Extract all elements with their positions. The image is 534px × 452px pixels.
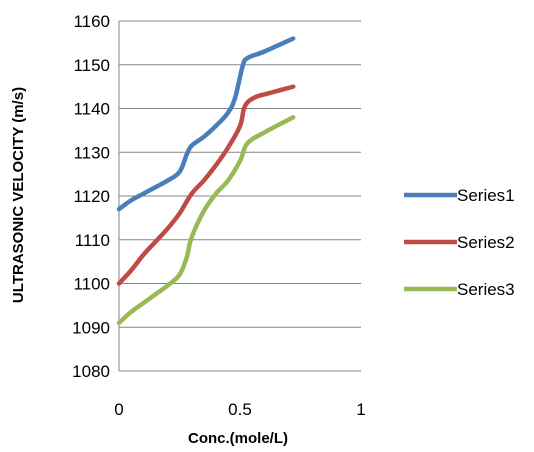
x-tick-label: 0 <box>114 400 123 419</box>
tick-labels: 1080 1090 1100 1110 1120 1130 1140 1150 1160 0 0.5… <box>72 12 366 419</box>
y-tick-label: 1160 <box>73 12 110 31</box>
legend-label-3: Series3 <box>457 280 515 299</box>
y-tick-label: 1130 <box>73 143 110 162</box>
series-line-1 <box>116 36 296 212</box>
x-tick-label: 1 <box>356 400 365 419</box>
legend-label-2: Series2 <box>457 233 515 252</box>
x-axis-title: Conc.(mole/L) <box>188 430 288 447</box>
y-axis-title: ULTRASONIC VELOCITY (m/s) <box>10 87 27 303</box>
y-tick-label: 1100 <box>73 275 110 294</box>
legend: Series1 Series2 Series3 <box>404 186 515 299</box>
y-tick-label: 1110 <box>75 231 110 250</box>
series-line-3 <box>116 115 296 326</box>
y-tick-label: 1090 <box>72 318 110 337</box>
y-tick-label: 1140 <box>73 100 110 119</box>
y-tick-label: 1120 <box>73 187 110 206</box>
plot-area <box>116 36 296 326</box>
x-tick-label: 0.5 <box>228 400 252 419</box>
y-tick-label: 1080 <box>72 362 110 381</box>
series-line-2 <box>116 84 296 286</box>
legend-label-1: Series1 <box>457 186 515 205</box>
y-tick-label: 1150 <box>73 56 110 75</box>
